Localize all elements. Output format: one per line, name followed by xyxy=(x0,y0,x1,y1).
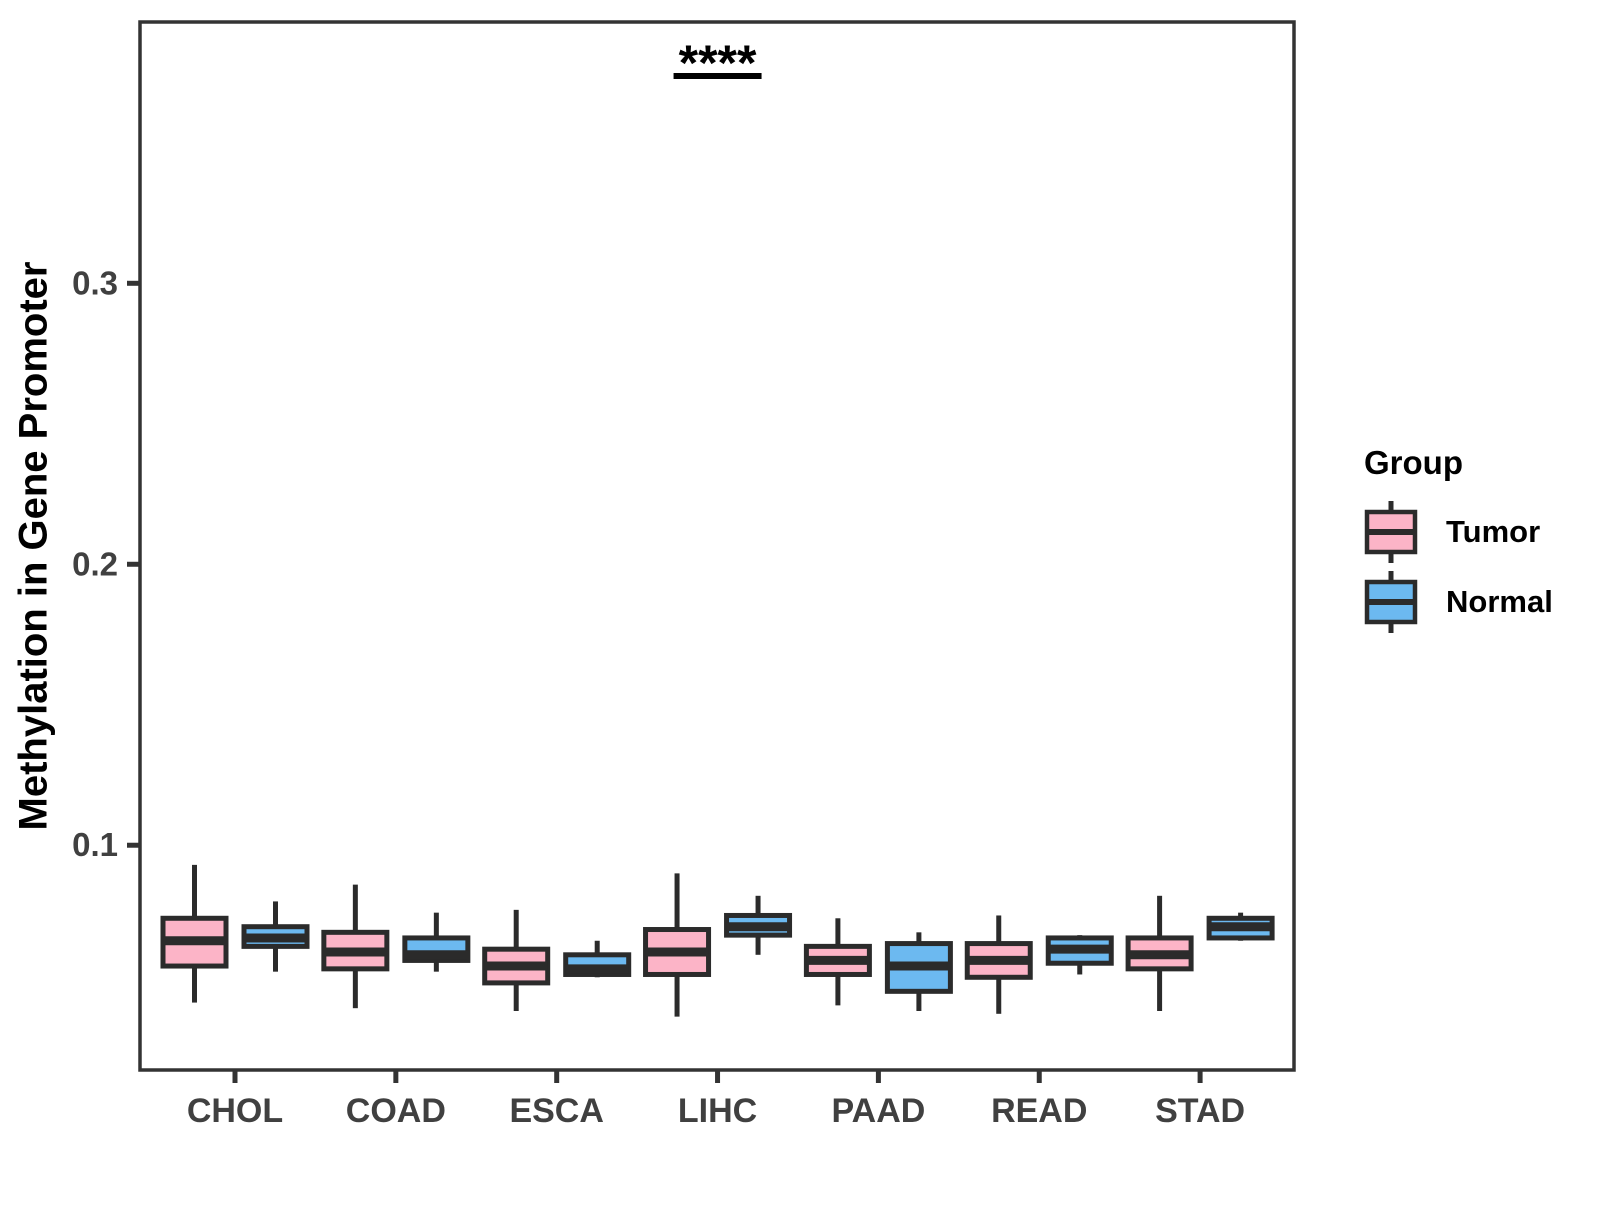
panel-border xyxy=(138,20,1296,1072)
legend-label-normal: Normal xyxy=(1446,584,1553,619)
legend-item-tumor: Tumor xyxy=(1362,500,1553,564)
x-tick-label-COAD: COAD xyxy=(346,1092,446,1130)
y-tick-label-0.1: 0.1 xyxy=(72,826,118,863)
normal-boxplot-glyph-icon xyxy=(1364,571,1418,633)
x-tick-label-CHOL: CHOL xyxy=(187,1092,283,1130)
significance-stars: **** xyxy=(679,35,757,91)
x-tick-label-PAAD: PAAD xyxy=(831,1092,925,1130)
x-tick-label-READ: READ xyxy=(991,1092,1087,1130)
y-axis-title: Methylation in Gene Promoter xyxy=(11,261,56,831)
legend-title: Group xyxy=(1364,444,1463,481)
x-tick-label-STAD: STAD xyxy=(1155,1092,1245,1130)
x-tick-label-LIHC: LIHC xyxy=(678,1092,757,1130)
y-tick-label-0.2: 0.2 xyxy=(72,545,118,582)
x-tick-label-ESCA: ESCA xyxy=(509,1092,603,1130)
legend-item-normal: Normal xyxy=(1362,570,1553,634)
legend: Group Tumor Normal xyxy=(1362,444,1553,640)
tumor-boxplot-glyph-icon xyxy=(1364,501,1418,563)
legend-label-tumor: Tumor xyxy=(1446,514,1541,549)
y-tick-label-0.3: 0.3 xyxy=(72,264,118,301)
